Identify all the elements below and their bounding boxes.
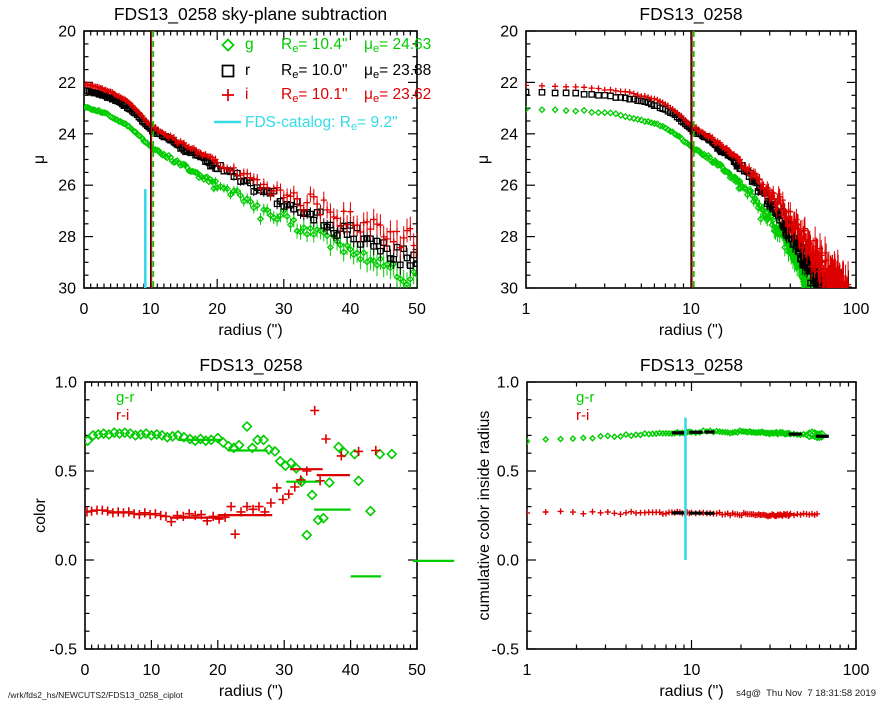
legend: g Re= 10.4" μe= 24.63 r Re= 10.0" μe= 23.88 i R… xyxy=(214,36,431,133)
legend-marker-r xyxy=(221,64,235,78)
x-tick-label: 10 xyxy=(143,662,161,679)
legend-band-r: r xyxy=(245,62,250,79)
x-tick-label: 40 xyxy=(342,662,360,679)
chart-title: FDS13_0258 xyxy=(640,355,743,376)
x-tick-label: 40 xyxy=(342,301,360,318)
x-tick-label: 100 xyxy=(843,662,870,679)
legend-inplot-g-r: g-r xyxy=(576,389,594,406)
x-tick-label: 1 xyxy=(522,301,531,318)
series-g-markers xyxy=(84,103,417,288)
y-tick-label: 24 xyxy=(500,126,518,143)
cumulative-gr-markers xyxy=(527,427,828,445)
legend-marker-i xyxy=(222,89,234,101)
y-tick-label: 0.0 xyxy=(497,553,519,570)
footer-timestamp: s4g@ Thu Nov 7 18:31:58 2019 xyxy=(736,688,876,699)
x-tick-label: 10 xyxy=(682,301,700,318)
x-tick-label: 50 xyxy=(408,662,426,679)
y-tick-label: 26 xyxy=(58,178,76,195)
x-tick-label: 50 xyxy=(408,301,426,318)
x-tick-label: 20 xyxy=(209,662,227,679)
x-axis-label: radius (") xyxy=(659,322,723,339)
series-g-markers xyxy=(526,105,822,288)
legend-catalog-label: FDS-catalog: Re= 9.2" xyxy=(245,114,398,133)
y-tick-label: 20 xyxy=(58,24,76,41)
footer-file-path: /wrk/fds2_hs/NEWCUTS2/FDS13_0258_ciplot xyxy=(8,690,183,700)
x-tick-label: 30 xyxy=(275,301,293,318)
legend-marker-g xyxy=(221,38,235,52)
plot-data xyxy=(85,405,398,541)
x-tick-label: 1 xyxy=(523,662,532,679)
chart-title: FDS13_0258 xyxy=(639,4,742,25)
chart-title: FDS13_0258 sky-plane subtraction xyxy=(114,4,387,25)
y-axis-label: μ xyxy=(31,155,48,164)
series-i-errorbars xyxy=(215,155,417,260)
x-axis-label: radius (") xyxy=(218,322,282,339)
y-tick-label: 22 xyxy=(58,75,76,92)
y-axis-label: cumulative color inside radius xyxy=(476,411,493,621)
panel-color_profile: 0 10 20 30 40 50 1.0 0.5 0.0 -0.5 FDS13_0258radius… xyxy=(32,355,455,700)
legend-mue-r: μe= 23.88 xyxy=(364,62,431,81)
y-tick-label: 1.0 xyxy=(55,375,77,392)
y-tick-label: 1.0 xyxy=(497,375,519,392)
legend-re-i: Re= 10.1" xyxy=(281,86,347,105)
x-tick-label: 10 xyxy=(142,301,160,318)
y-tick-label: -0.5 xyxy=(49,642,77,659)
legend-inplot-g-r: g-r xyxy=(116,389,134,406)
y-axis-label: μ xyxy=(475,155,492,164)
series-ri-points xyxy=(85,405,381,539)
legend-mue-i: μe= 23.62 xyxy=(364,86,431,105)
plot-data xyxy=(84,81,417,288)
legend-band-g: g xyxy=(245,36,254,53)
y-tick-label: 0.0 xyxy=(55,553,77,570)
y-tick-label: 30 xyxy=(58,281,76,298)
y-tick-label: 22 xyxy=(500,75,518,92)
y-tick-label: 28 xyxy=(500,229,518,246)
legend-re-g: Re= 10.4" xyxy=(281,36,347,55)
x-tick-label: 20 xyxy=(208,301,226,318)
y-tick-label: 26 xyxy=(500,178,518,195)
series-gr-points xyxy=(85,420,398,541)
legend-inplot-r-i: r-i xyxy=(576,407,589,424)
panel-sky_plane_mu: 0 10 20 30 40 50 20 22 24 26 28 30 FDS13_0258 sky-pl… xyxy=(31,4,431,339)
y-tick-label: 0.5 xyxy=(55,464,77,481)
y-tick-label: 0.5 xyxy=(497,464,519,481)
chart-title: FDS13_0258 xyxy=(199,355,302,376)
legend-re-r: Re= 10.0" xyxy=(281,62,347,81)
y-tick-label: 20 xyxy=(500,24,518,41)
axis-ticks xyxy=(526,381,857,650)
legend-inplot-r-i: r-i xyxy=(116,407,129,424)
y-axis-label: color xyxy=(32,497,49,532)
y-tick-label: 28 xyxy=(58,229,76,246)
series-i-markers xyxy=(526,82,852,288)
x-axis-label: radius (") xyxy=(219,683,283,700)
y-tick-label: -0.5 xyxy=(491,642,519,659)
plot-data xyxy=(526,82,852,288)
y-tick-label: 30 xyxy=(500,281,518,298)
x-tick-label: 30 xyxy=(275,662,293,679)
legend-band-i: i xyxy=(245,86,248,103)
x-tick-label: 0 xyxy=(81,662,90,679)
x-tick-label: 0 xyxy=(80,301,89,318)
plot-data xyxy=(527,427,836,520)
y-tick-label: 24 xyxy=(58,126,76,143)
series-i-markers xyxy=(84,81,417,251)
x-tick-label: 10 xyxy=(683,662,701,679)
x-axis-label: radius (") xyxy=(659,683,723,700)
axis-ticks xyxy=(84,381,418,650)
x-tick-label: 100 xyxy=(843,301,870,318)
legend-mue-g: μe= 24.63 xyxy=(364,36,431,55)
